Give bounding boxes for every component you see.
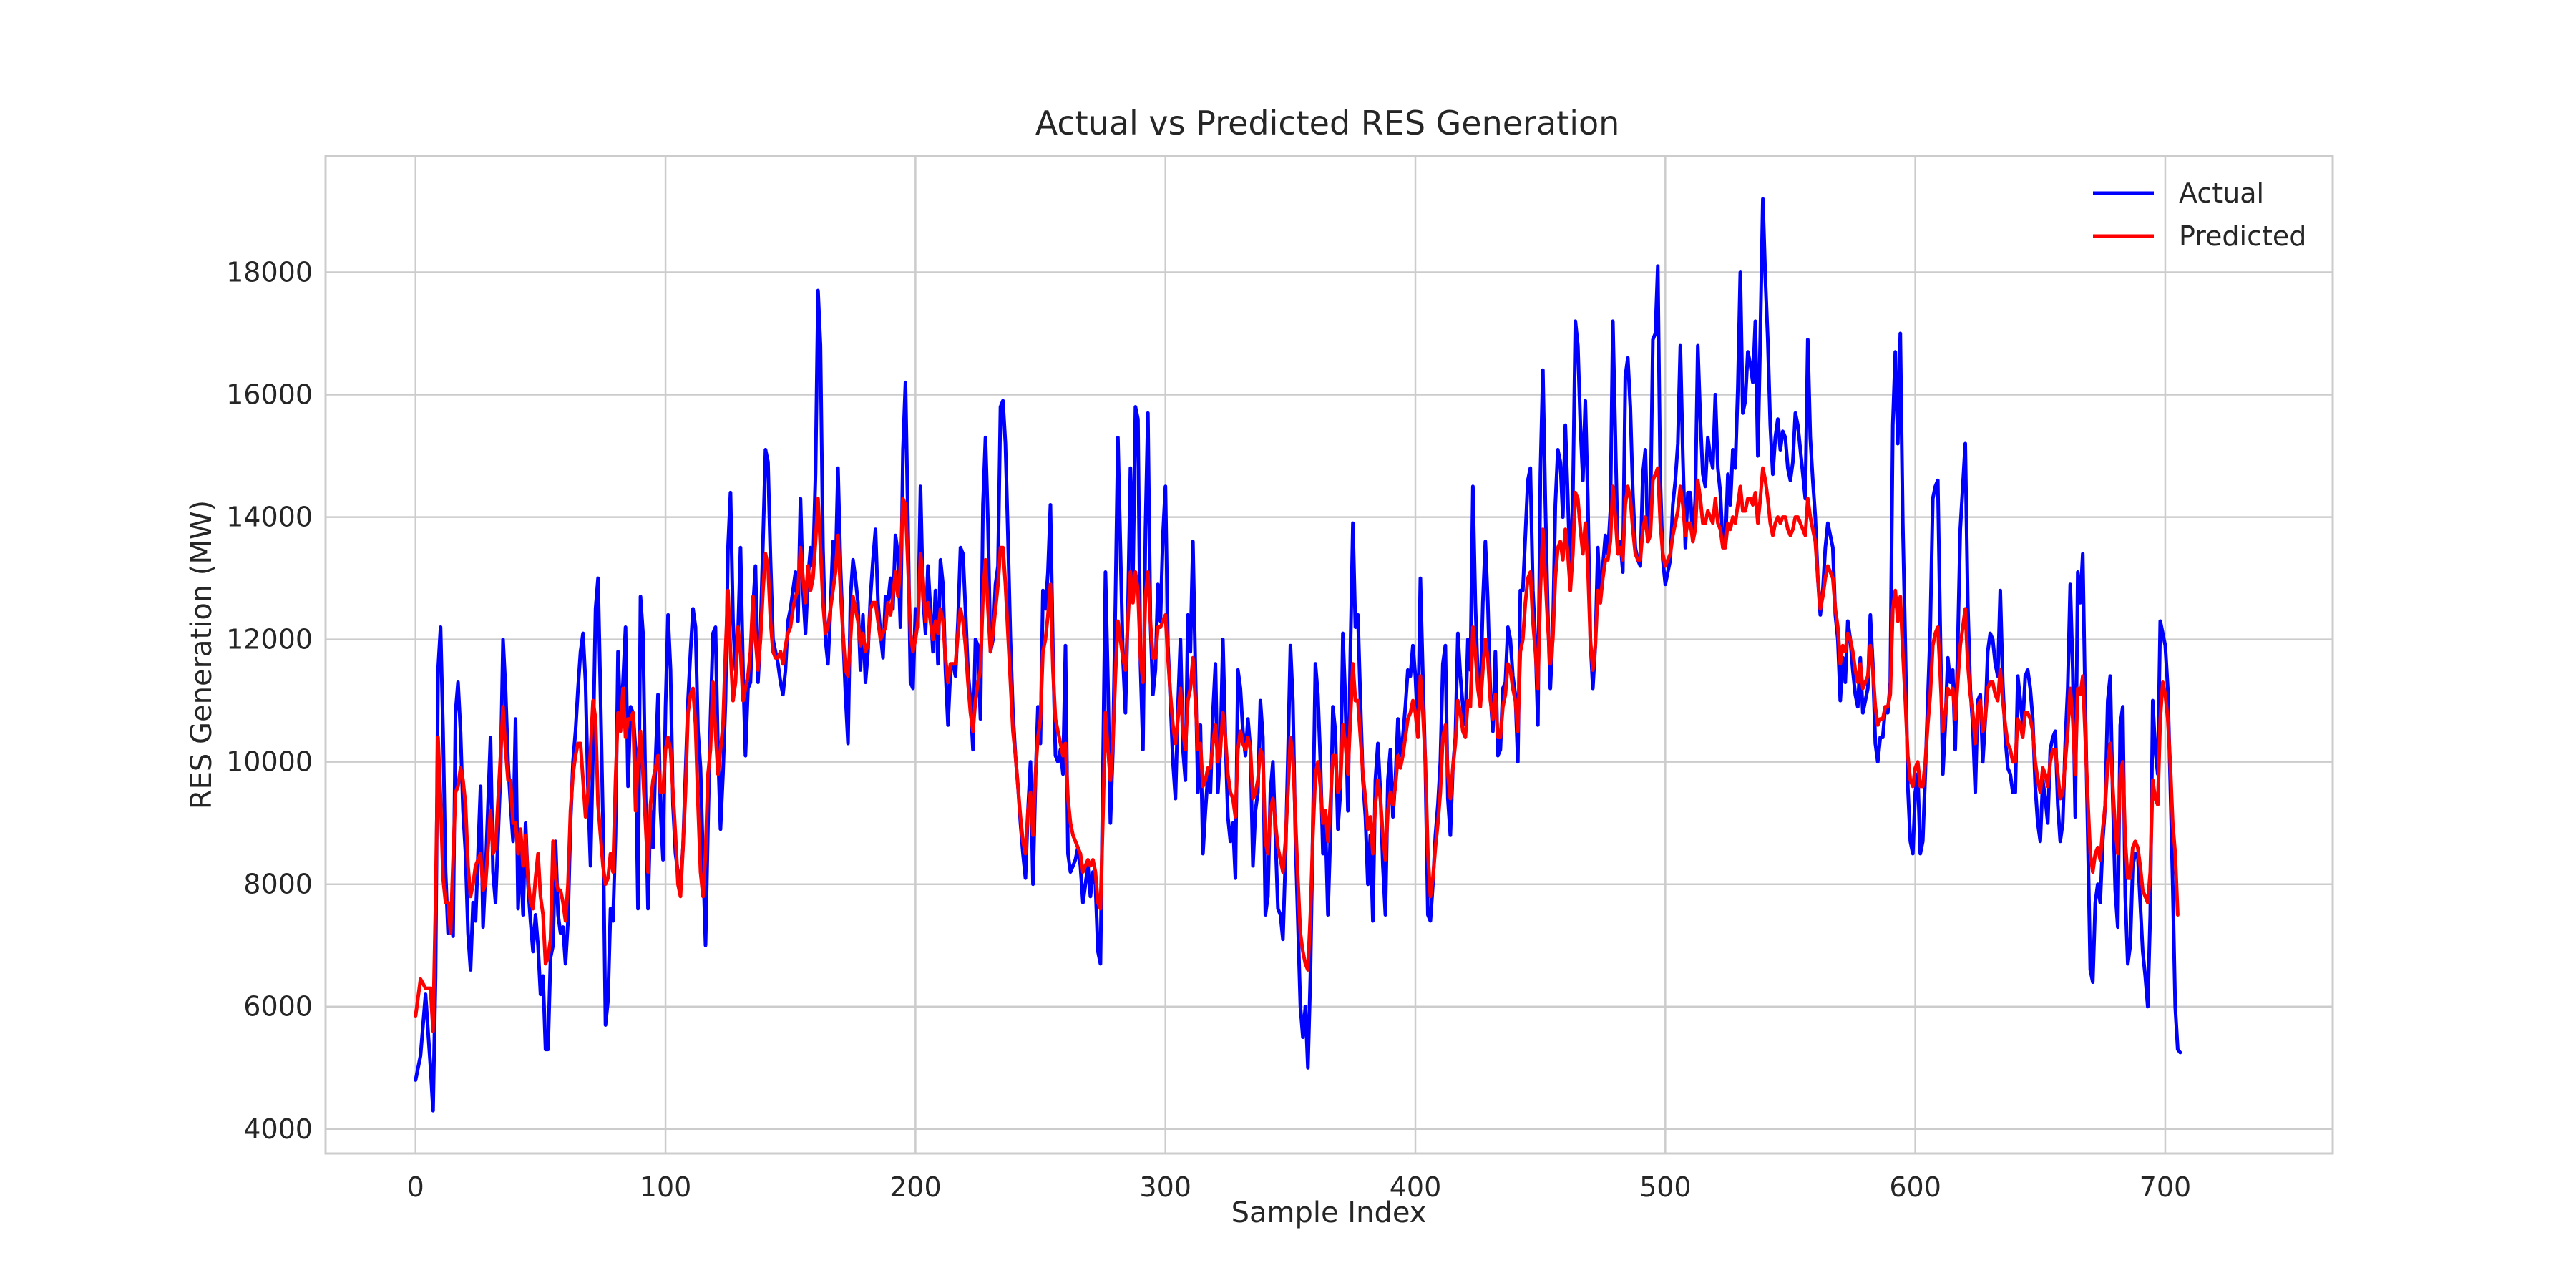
plot-area-frame <box>324 155 2334 1155</box>
x-tick-labels: 0 100 200 300 400 500 600 700 <box>407 1171 2192 1203</box>
x-tick-label: 500 <box>1639 1171 1692 1203</box>
x-tick-label: 600 <box>1889 1171 1941 1203</box>
x-tick-label: 700 <box>2140 1171 2192 1203</box>
y-tick-label: 16000 <box>226 379 313 411</box>
y-tick-label: 6000 <box>243 991 313 1023</box>
chart-title: Actual vs Predicted RES Generation <box>1035 104 1620 142</box>
series-line-predicted <box>414 466 2180 1033</box>
x-tick-label: 400 <box>1390 1171 1442 1203</box>
x-tick-label: 200 <box>889 1171 942 1203</box>
y-tick-label: 10000 <box>226 746 313 778</box>
x-axis-title: Sample Index <box>1231 1196 1427 1229</box>
x-tick-label: 0 <box>407 1171 424 1203</box>
plot-lines <box>414 197 2182 1113</box>
y-axis-title: RES Generation (MW) <box>185 500 218 809</box>
legend-label-actual: Actual <box>2179 177 2264 209</box>
y-tick-label: 4000 <box>243 1113 313 1145</box>
x-tick-label: 100 <box>640 1171 692 1203</box>
y-tick-label: 14000 <box>226 502 313 533</box>
legend-label-predicted: Predicted <box>2179 220 2306 252</box>
y-tick-labels: 4000 6000 8000 10000 12000 14000 16000 18000 <box>226 256 313 1144</box>
y-tick-label: 12000 <box>226 624 313 655</box>
x-tick-label: 300 <box>1139 1171 1191 1203</box>
y-tick-label: 18000 <box>226 256 313 288</box>
y-tick-label: 8000 <box>243 869 313 900</box>
legend: Actual Predicted <box>2093 177 2306 252</box>
